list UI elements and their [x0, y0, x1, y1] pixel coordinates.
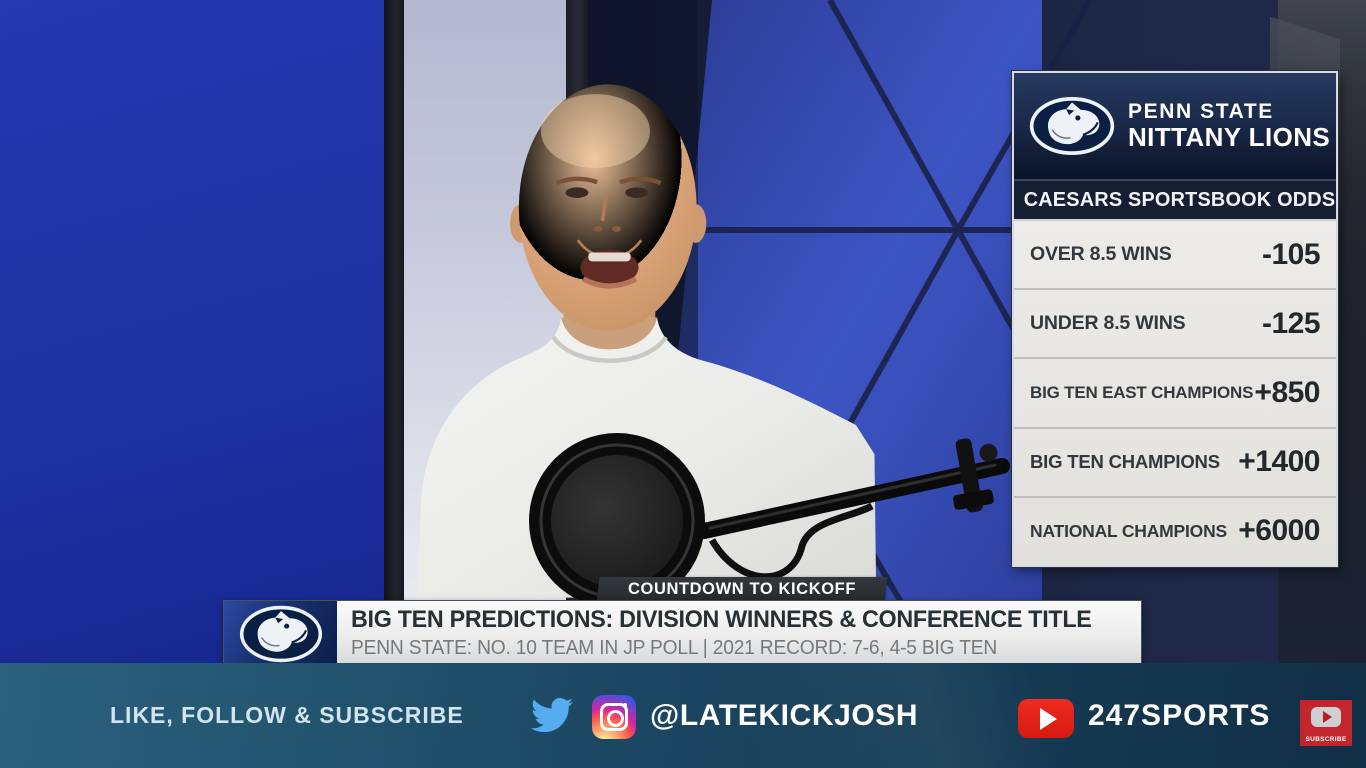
social-bar: LIKE, FOLLOW & SUBSCRIBE [0, 663, 1366, 768]
instagram-camera-lens [607, 710, 624, 727]
odds-row: BIG TEN CHAMPIONS +1400 [1014, 426, 1336, 496]
odds-row-value: +850 [1254, 376, 1320, 409]
play-icon [1039, 707, 1057, 730]
studio-blue-backdrop [0, 0, 386, 665]
odds-row-label: BIG TEN EAST CHAMPIONS [1030, 383, 1254, 402]
youtube-channel-name: 247SPORTS [1088, 698, 1271, 732]
odds-row-value: +1400 [1238, 445, 1320, 479]
odds-row-value: -125 [1261, 306, 1321, 340]
play-icon [1322, 711, 1332, 723]
odds-row: UNDER 8.5 WINS -125 [1014, 288, 1336, 357]
youtube-play-icon [1311, 707, 1341, 727]
penn-state-logo-icon [1028, 95, 1116, 157]
twitter-icon [531, 697, 573, 733]
odds-row-label: NATIONAL CHAMPIONS [1030, 520, 1228, 541]
odds-row-label: UNDER 8.5 WINS [1030, 312, 1186, 335]
kicker-label: COUNTDOWN TO KICKOFF [627, 580, 856, 598]
odds-table: OVER 8.5 WINS -105 UNDER 8.5 WINS -125 B… [1014, 221, 1336, 565]
instagram-icon [592, 695, 636, 739]
odds-row-value: +6000 [1238, 514, 1320, 548]
banner-subline: PENN STATE: NO. 10 TEAM IN JP POLL | 202… [351, 636, 998, 659]
kicker-tag: COUNTDOWN TO KICKOFF [596, 577, 888, 602]
instagram-camera-dot [623, 703, 627, 707]
odds-panel-header: PENN STATE NITTANY LIONS [1014, 73, 1336, 179]
banner-headline: BIG TEN PREDICTIONS: DIVISION WINNERS & … [351, 606, 1092, 634]
odds-source-strip: CAESARS SPORTSBOOK ODDS [1014, 179, 1336, 221]
penn-state-logo-icon [238, 604, 324, 664]
odds-row: NATIONAL CHAMPIONS +6000 [1014, 495, 1336, 565]
odds-source-label: CAESARS SPORTSBOOK ODDS [1023, 188, 1336, 211]
team-name-line2: NITTANY LIONS [1128, 122, 1331, 153]
odds-row-label: OVER 8.5 WINS [1030, 243, 1172, 266]
odds-row-value: -105 [1261, 237, 1321, 271]
banner-text-area: BIG TEN PREDICTIONS: DIVISION WINNERS & … [337, 601, 1141, 666]
odds-row: BIG TEN EAST CHAMPIONS +850 [1014, 357, 1336, 426]
instagram-camera-frame [600, 703, 628, 731]
team-name-line1: PENN STATE [1128, 99, 1274, 123]
lower-third-banner: BIG TEN PREDICTIONS: DIVISION WINNERS & … [223, 600, 1142, 667]
odds-row: OVER 8.5 WINS -105 [1014, 221, 1336, 288]
subscribe-label: SUBSCRIBE [1305, 736, 1347, 743]
odds-panel: PENN STATE NITTANY LIONS CAESARS SPORTSB… [1012, 71, 1338, 567]
wall-seam-left [384, 0, 406, 665]
social-handle: @LATEKICKJOSH [650, 698, 919, 732]
youtube-icon [1018, 699, 1074, 738]
odds-row-label: BIG TEN CHAMPIONS [1030, 451, 1220, 473]
subscribe-watermark[interactable]: SUBSCRIBE [1300, 700, 1352, 746]
banner-logo-box [224, 601, 337, 666]
cta-text: LIKE, FOLLOW & SUBSCRIBE [110, 702, 464, 728]
